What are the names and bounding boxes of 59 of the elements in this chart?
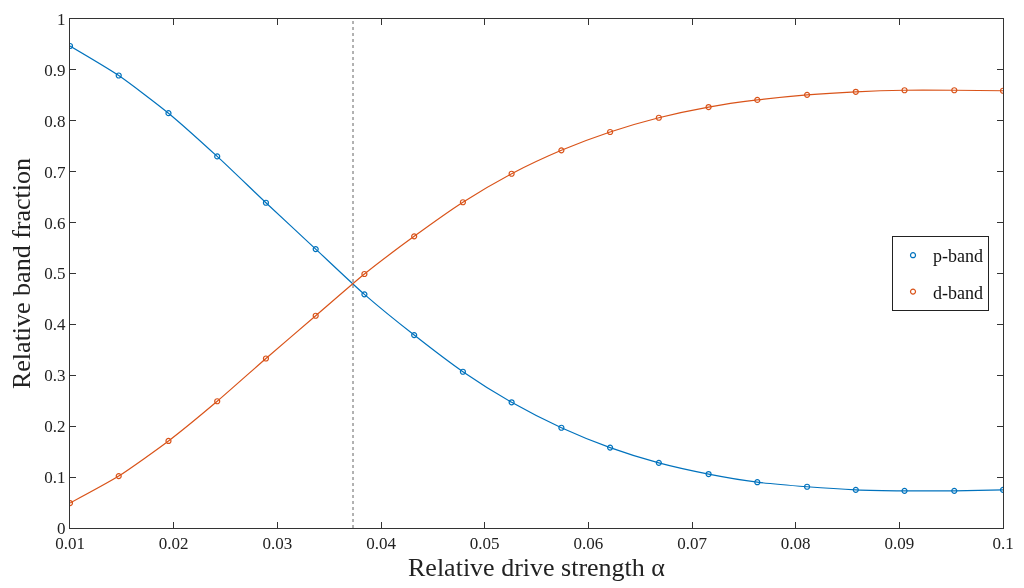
x-tick-label: 0.03 bbox=[262, 534, 293, 554]
point bbox=[508, 399, 515, 406]
point bbox=[558, 424, 565, 431]
point bbox=[411, 233, 418, 240]
point bbox=[459, 368, 466, 375]
point bbox=[655, 114, 662, 121]
x-tick-label: 0.06 bbox=[573, 534, 604, 554]
y-tick-label: 0.5 bbox=[44, 264, 66, 284]
y-tick-label: 0.9 bbox=[44, 60, 66, 80]
point bbox=[361, 270, 368, 278]
x-tick-label: 0.07 bbox=[677, 534, 708, 554]
x-tick-label: 0.02 bbox=[158, 534, 189, 554]
point bbox=[901, 487, 908, 494]
point bbox=[655, 459, 662, 466]
point bbox=[312, 312, 319, 319]
point bbox=[214, 153, 221, 160]
point bbox=[705, 103, 712, 111]
y-tick-label: 0.7 bbox=[44, 162, 67, 182]
point bbox=[262, 355, 270, 362]
x-tick-label: 0.09 bbox=[884, 534, 915, 554]
point bbox=[459, 199, 466, 206]
y-tick-label: 0.4 bbox=[44, 315, 67, 335]
x-tick-label: 0.08 bbox=[780, 534, 811, 554]
point bbox=[607, 444, 614, 451]
point bbox=[115, 472, 122, 480]
point bbox=[901, 87, 908, 94]
point bbox=[754, 96, 761, 104]
point bbox=[411, 331, 418, 339]
legend-label: p-band bbox=[933, 246, 983, 267]
point bbox=[214, 398, 221, 405]
x-tick-label: 0.05 bbox=[469, 534, 500, 554]
point bbox=[852, 486, 859, 493]
point bbox=[312, 245, 319, 253]
y-tick-label: 0.6 bbox=[44, 213, 66, 233]
point bbox=[361, 291, 368, 298]
point bbox=[852, 88, 859, 95]
point bbox=[803, 483, 811, 490]
point bbox=[803, 91, 811, 98]
x-tick-label: 0.04 bbox=[366, 534, 397, 554]
point bbox=[165, 110, 172, 117]
point bbox=[705, 470, 712, 478]
y-tick-label: 0.8 bbox=[44, 111, 66, 131]
point bbox=[951, 87, 958, 94]
point bbox=[558, 147, 565, 154]
y-tick-label: 1 bbox=[57, 9, 66, 29]
legend-label: d-band bbox=[933, 282, 983, 303]
y-axis-title: Relative band fraction bbox=[6, 157, 36, 390]
point bbox=[165, 437, 172, 445]
point bbox=[951, 487, 958, 494]
point bbox=[262, 199, 270, 206]
point bbox=[508, 170, 515, 177]
y-tick-label: 0.1 bbox=[44, 468, 66, 488]
point bbox=[607, 128, 614, 136]
x-tick-label: 0.1 bbox=[992, 534, 1014, 554]
point bbox=[115, 72, 122, 79]
point bbox=[754, 479, 761, 486]
y-tick-label: 0.2 bbox=[44, 417, 66, 437]
x-axis-title: Relative drive strength α bbox=[408, 553, 666, 583]
y-tick-label: 0.3 bbox=[44, 366, 66, 386]
